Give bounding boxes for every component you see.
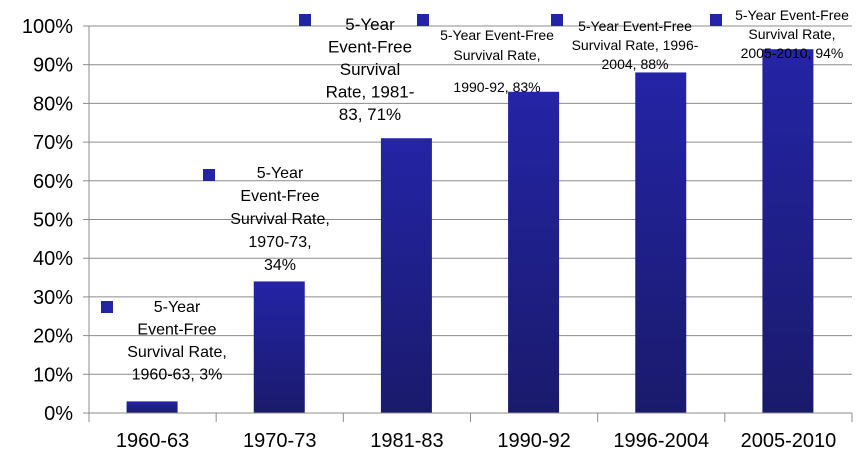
data-label-line: Survival xyxy=(340,60,400,79)
data-label-line: Survival Rate, xyxy=(230,211,330,228)
legend-marker-icon xyxy=(203,169,215,181)
y-tick-label: 80% xyxy=(33,93,73,115)
x-tick-label: 1970-73 xyxy=(243,430,316,452)
data-label-line: 2005-2010, 94% xyxy=(741,45,844,61)
y-tick-label: 40% xyxy=(33,248,73,270)
data-label-line: 1970-73, xyxy=(248,234,311,251)
y-tick-label: 100% xyxy=(22,16,73,38)
legend-marker-icon xyxy=(551,14,563,26)
data-label-line: 5-Year xyxy=(257,165,304,182)
x-tick-label: 1981-83 xyxy=(370,430,443,452)
data-label-line: Survival Rate, xyxy=(453,47,540,63)
data-label: 5-Year Event-Free Survival Rate, 1970-73, 34… xyxy=(203,165,330,274)
x-tick-label: 1990-92 xyxy=(497,430,570,452)
bar-2005-2010 xyxy=(762,49,814,413)
bar-1990-92 xyxy=(508,91,560,413)
data-label-line: Event-Free xyxy=(240,188,319,205)
data-label-line: 83, 71% xyxy=(339,105,401,124)
data-label: 5-Year Event-Free Survival Rate, 1981- 83, 7… xyxy=(299,14,414,124)
y-tick-label: 60% xyxy=(33,171,73,193)
data-label-line: 1960-63, 3% xyxy=(132,367,223,384)
legend-marker-icon xyxy=(417,14,429,26)
data-label-line: 5-Year Event-Free xyxy=(578,18,692,34)
legend-marker-icon xyxy=(710,14,722,26)
data-label-line: 5-Year Event-Free xyxy=(735,7,849,23)
x-tick-label: 1996-2004 xyxy=(613,430,709,452)
y-tick-label: 0% xyxy=(44,403,73,425)
bar-1981-83 xyxy=(380,138,432,414)
data-label-line: Survival Rate, xyxy=(748,26,835,42)
data-label: 5-Year Event-Free Survival Rate, 1996- 200… xyxy=(551,14,699,72)
y-tick-label: 70% xyxy=(33,132,73,154)
y-tick-label: 50% xyxy=(33,210,73,232)
data-label: 5-Year Event-Free Survival Rate, 2005-2010… xyxy=(710,7,849,61)
data-label-line: 34% xyxy=(264,257,296,274)
x-tick-label: 2005-2010 xyxy=(741,430,837,452)
data-label-line: 5-Year Event-Free xyxy=(440,27,554,43)
y-tick-label: 30% xyxy=(33,287,73,309)
data-label-line: 5-Year xyxy=(345,15,395,34)
bar-1970-73 xyxy=(253,281,305,413)
legend-marker-icon xyxy=(101,301,113,313)
y-tick-label: 90% xyxy=(33,55,73,77)
data-label-line: 5-Year xyxy=(154,299,201,316)
bar-1960-63 xyxy=(126,401,178,413)
data-label-line: 2004, 88% xyxy=(602,56,669,72)
data-label-line: Event-Free xyxy=(328,38,412,57)
data-label: 5-Year Event-Free Survival Rate, 1990-92, … xyxy=(417,14,554,95)
data-label-line: 1990-92, 83% xyxy=(453,79,540,95)
legend-marker-icon xyxy=(299,14,311,26)
bar-1996-2004 xyxy=(635,72,687,413)
y-tick-label: 20% xyxy=(33,326,73,348)
data-label-line: Survival Rate, 1996- xyxy=(572,37,699,53)
data-label: 5-Year Event-Free Survival Rate, 1960-63, 3… xyxy=(101,299,227,384)
x-tick-label: 1960-63 xyxy=(116,430,189,452)
data-label-line: Survival Rate, xyxy=(127,344,227,361)
y-tick-label: 10% xyxy=(33,364,73,386)
data-label-line: Rate, 1981- xyxy=(326,83,415,102)
data-label-line: Event-Free xyxy=(137,322,216,339)
